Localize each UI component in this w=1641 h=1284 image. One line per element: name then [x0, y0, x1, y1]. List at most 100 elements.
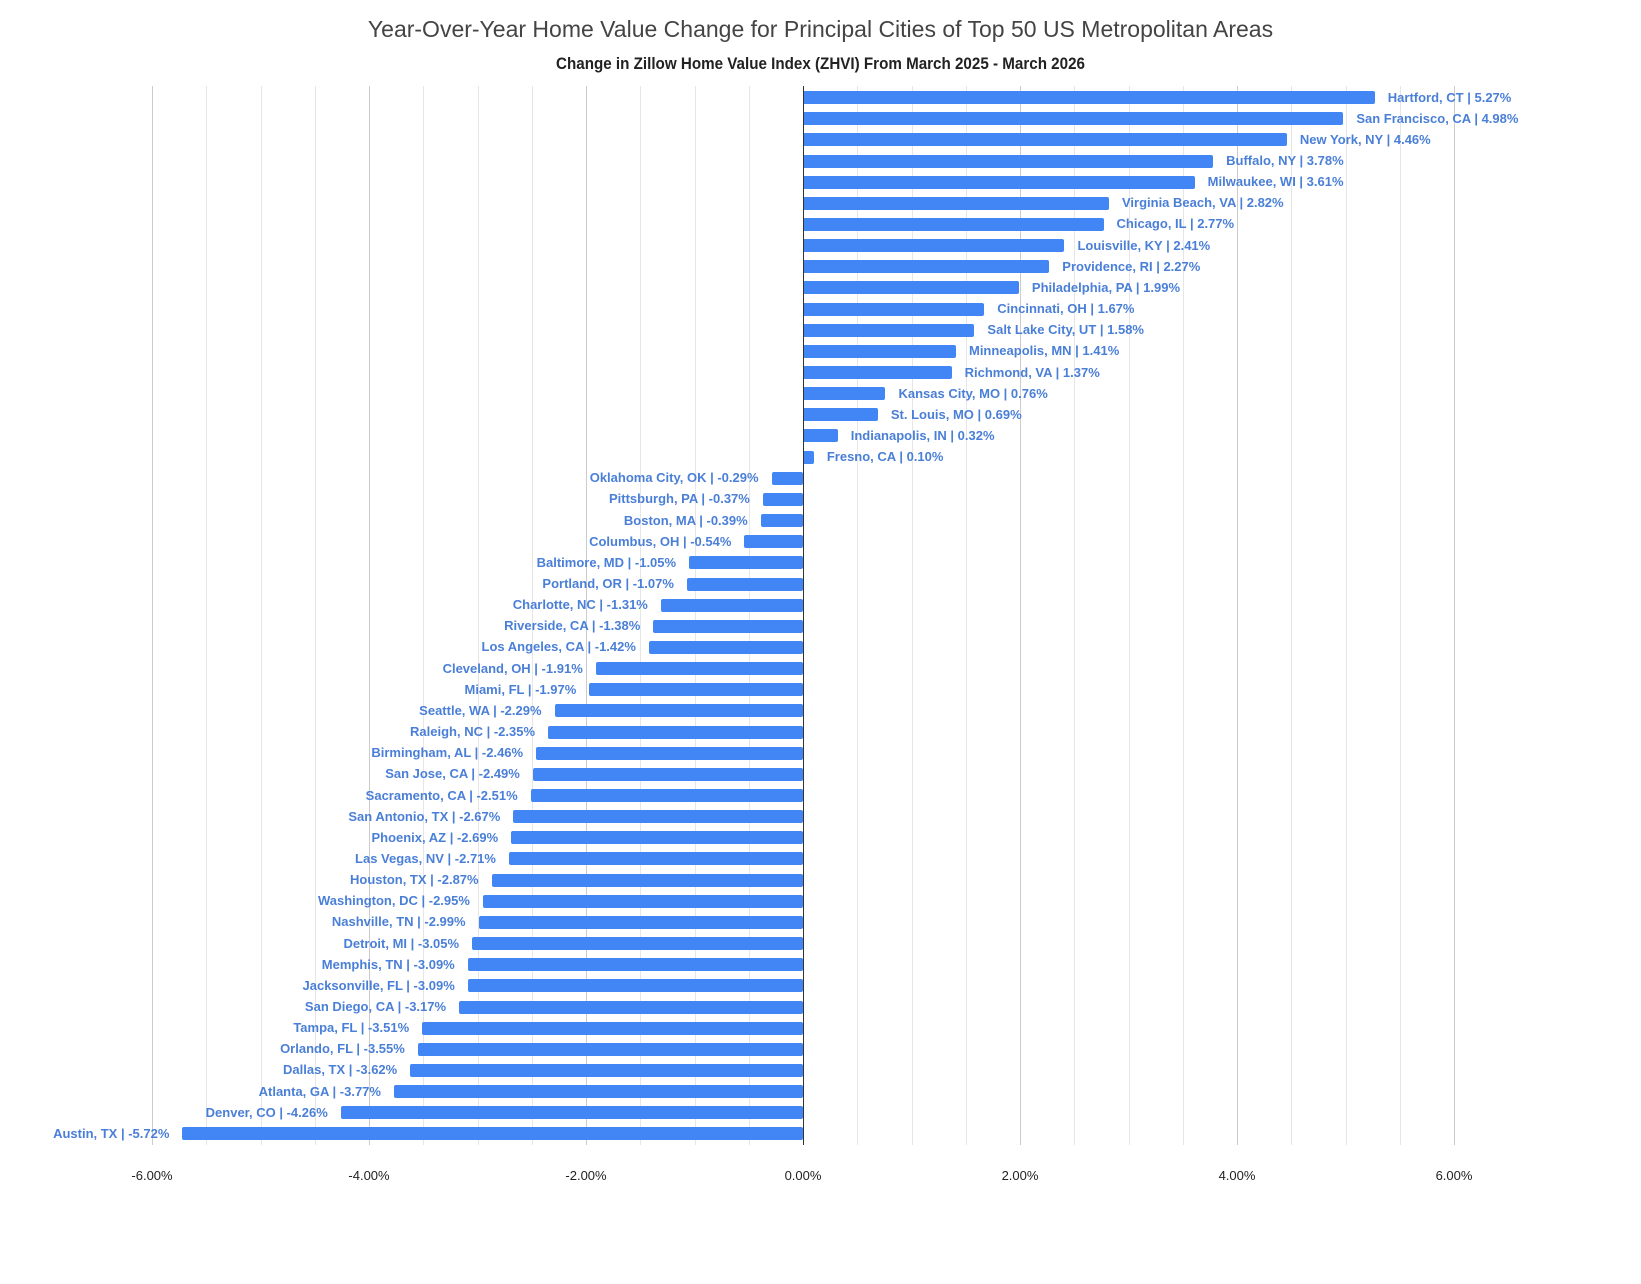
gridline — [1400, 86, 1401, 1145]
data-label: Virginia Beach, VA | 2.82% — [1121, 195, 1284, 211]
bar[interactable] — [459, 1000, 803, 1014]
gridline — [1129, 86, 1130, 1145]
bar[interactable] — [410, 1063, 803, 1077]
bar[interactable] — [472, 937, 803, 951]
gridline — [1237, 86, 1238, 1145]
bar[interactable] — [589, 683, 803, 697]
bar[interactable] — [803, 302, 985, 316]
bar[interactable] — [803, 112, 1344, 126]
x-axis-tick-label: -2.00% — [565, 1168, 607, 1183]
data-label: Phoenix, AZ | -2.69% — [371, 829, 499, 845]
chart-subtitle: Change in Zillow Home Value Index (ZHVI)… — [556, 55, 1085, 73]
data-label: Baltimore, MD | -1.05% — [536, 554, 677, 570]
gridline — [1291, 86, 1292, 1145]
bar[interactable] — [536, 746, 803, 760]
bar[interactable] — [182, 1127, 803, 1141]
bar[interactable] — [771, 471, 803, 485]
gridline — [152, 86, 153, 1145]
bar[interactable] — [803, 281, 1019, 295]
bar[interactable] — [467, 979, 803, 993]
bar[interactable] — [417, 1042, 803, 1056]
bar[interactable] — [554, 704, 803, 718]
data-label: Fresno, CA | 0.10% — [826, 449, 944, 465]
x-axis-tick-label: -4.00% — [348, 1168, 390, 1183]
bar[interactable] — [513, 810, 803, 824]
data-label: Providence, RI | 2.27% — [1062, 258, 1201, 274]
x-axis-tick-label: 0.00% — [784, 1168, 822, 1183]
gridline — [206, 86, 207, 1145]
bar[interactable] — [467, 958, 803, 972]
data-label: Houston, TX | -2.87% — [350, 872, 479, 888]
data-label: Richmond, VA | 1.37% — [964, 364, 1100, 380]
bar[interactable] — [803, 217, 1104, 231]
data-label: San Francisco, CA | 4.98% — [1356, 110, 1519, 126]
bar[interactable] — [803, 133, 1287, 147]
gridline — [640, 86, 641, 1145]
gridline — [1346, 86, 1347, 1145]
bar[interactable] — [340, 1106, 803, 1120]
bar[interactable] — [393, 1085, 803, 1099]
bar[interactable] — [803, 323, 975, 337]
data-label: Hartford, CT | 5.27% — [1387, 89, 1512, 105]
data-label: Boston, MA | -0.39% — [623, 512, 748, 528]
data-label: Riverside, CA | -1.38% — [504, 618, 641, 634]
data-label: Milwaukee, WI | 3.61% — [1207, 174, 1344, 190]
gridline — [749, 86, 750, 1145]
gridline — [966, 86, 967, 1145]
data-label: Kansas City, MO | 0.76% — [898, 385, 1048, 401]
bar[interactable] — [803, 344, 956, 358]
bar[interactable] — [478, 915, 803, 929]
data-label: Cleveland, OH | -1.91% — [442, 660, 583, 676]
bar[interactable] — [760, 514, 803, 528]
bar[interactable] — [803, 366, 952, 380]
bar[interactable] — [482, 894, 803, 908]
bar[interactable] — [803, 196, 1109, 210]
data-label: Nashville, TN | -2.99% — [331, 914, 466, 930]
bar[interactable] — [595, 662, 803, 676]
data-label: Detroit, MI | -3.05% — [343, 935, 460, 951]
bar[interactable] — [491, 873, 803, 887]
data-label: Jacksonville, FL | -3.09% — [302, 977, 455, 993]
x-axis-tick-label: 4.00% — [1218, 1168, 1256, 1183]
gridline — [478, 86, 479, 1145]
data-label: Sacramento, CA | -2.51% — [365, 787, 518, 803]
bar[interactable] — [508, 852, 803, 866]
data-label: Washington, DC | -2.95% — [317, 893, 470, 909]
bar[interactable] — [660, 598, 803, 612]
data-label: Chicago, IL | 2.77% — [1116, 216, 1235, 232]
bar[interactable] — [532, 767, 803, 781]
data-label: Orlando, FL | -3.55% — [280, 1041, 405, 1057]
gridline — [1454, 86, 1455, 1145]
data-label: Birmingham, AL | -2.46% — [371, 745, 524, 761]
data-label: San Diego, CA | -3.17% — [304, 999, 447, 1015]
bar[interactable] — [648, 640, 803, 654]
bar[interactable] — [762, 492, 803, 506]
bar[interactable] — [744, 535, 803, 549]
bar[interactable] — [803, 408, 878, 422]
data-label: New York, NY | 4.46% — [1299, 131, 1431, 147]
bar[interactable] — [803, 387, 886, 401]
data-label: Los Angeles, CA | -1.42% — [481, 639, 636, 655]
bar[interactable] — [803, 239, 1065, 253]
bar[interactable] — [689, 556, 803, 570]
gridline — [423, 86, 424, 1145]
bar[interactable] — [530, 789, 803, 803]
data-label: Minneapolis, MN | 1.41% — [968, 343, 1120, 359]
data-label: Columbus, OH | -0.54% — [589, 533, 732, 549]
x-axis-tick-label: 2.00% — [1001, 1168, 1039, 1183]
gridline — [261, 86, 262, 1145]
bar[interactable] — [803, 154, 1214, 168]
bar[interactable] — [422, 1021, 803, 1035]
chart-title: Year-Over-Year Home Value Change for Pri… — [367, 16, 1274, 42]
bar[interactable] — [803, 260, 1050, 274]
bar[interactable] — [803, 450, 814, 464]
bar[interactable] — [548, 725, 803, 739]
bar[interactable] — [686, 577, 803, 591]
bar[interactable] — [511, 831, 803, 845]
bar[interactable] — [803, 429, 838, 443]
data-label: Dallas, TX | -3.62% — [283, 1062, 398, 1078]
bar[interactable] — [803, 91, 1375, 105]
bar[interactable] — [803, 175, 1195, 189]
bar[interactable] — [653, 619, 803, 633]
